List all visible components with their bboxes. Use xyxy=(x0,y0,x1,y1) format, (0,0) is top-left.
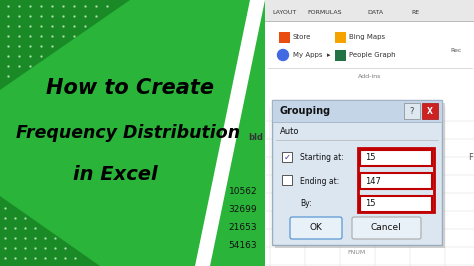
Text: Starting at:: Starting at: xyxy=(300,153,344,163)
Text: Bing Maps: Bing Maps xyxy=(349,34,385,40)
Bar xyxy=(272,100,442,245)
Text: RE: RE xyxy=(411,10,419,15)
Polygon shape xyxy=(195,0,265,266)
Text: By:: By: xyxy=(300,200,311,209)
Bar xyxy=(360,196,432,212)
Text: 54163: 54163 xyxy=(228,242,257,251)
Text: F: F xyxy=(468,153,473,163)
Bar xyxy=(358,148,434,212)
Polygon shape xyxy=(0,0,130,90)
Text: 32699: 32699 xyxy=(228,206,257,214)
Bar xyxy=(335,32,346,43)
Text: DATA: DATA xyxy=(367,10,383,15)
Bar xyxy=(265,22,474,107)
Text: Grouping: Grouping xyxy=(280,106,331,116)
Text: FNUM: FNUM xyxy=(348,251,366,256)
Bar xyxy=(282,152,292,162)
Bar xyxy=(265,21,474,22)
Polygon shape xyxy=(0,196,100,266)
Text: Rec: Rec xyxy=(450,48,462,52)
Text: Ending at:: Ending at: xyxy=(300,177,339,185)
Text: People Graph: People Graph xyxy=(349,52,396,58)
Bar xyxy=(422,103,438,119)
Bar xyxy=(279,32,290,43)
Circle shape xyxy=(277,49,289,60)
Text: 10562: 10562 xyxy=(228,188,257,197)
Text: X: X xyxy=(427,106,433,115)
Text: How to Create: How to Create xyxy=(46,78,214,98)
Text: Cancel: Cancel xyxy=(371,223,401,232)
Bar xyxy=(265,0,474,22)
Text: ?: ? xyxy=(410,106,414,115)
Text: in Excel: in Excel xyxy=(73,165,157,185)
Text: FORMULAS: FORMULAS xyxy=(308,10,342,15)
Text: LAYOUT: LAYOUT xyxy=(273,10,297,15)
Text: Store: Store xyxy=(293,34,311,40)
FancyBboxPatch shape xyxy=(352,217,421,239)
Bar xyxy=(272,100,442,122)
Text: 147: 147 xyxy=(365,177,381,185)
Bar xyxy=(404,103,420,119)
Bar xyxy=(265,0,474,266)
Text: My Apps  ▸: My Apps ▸ xyxy=(293,52,330,58)
Text: OK: OK xyxy=(310,223,322,232)
Bar xyxy=(360,150,432,166)
Polygon shape xyxy=(150,0,270,266)
Bar xyxy=(360,173,432,189)
Text: Auto: Auto xyxy=(280,127,300,136)
Bar xyxy=(275,103,445,248)
Bar xyxy=(282,175,292,185)
Text: 21653: 21653 xyxy=(228,223,257,232)
Text: bld: bld xyxy=(248,134,263,143)
Text: Frequency Distribution: Frequency Distribution xyxy=(16,124,240,142)
Bar xyxy=(335,50,346,61)
Text: 15: 15 xyxy=(365,200,375,209)
Text: 15: 15 xyxy=(365,153,375,163)
Text: ✓: ✓ xyxy=(283,152,291,161)
Text: Add-ins: Add-ins xyxy=(358,74,382,80)
FancyBboxPatch shape xyxy=(290,217,342,239)
